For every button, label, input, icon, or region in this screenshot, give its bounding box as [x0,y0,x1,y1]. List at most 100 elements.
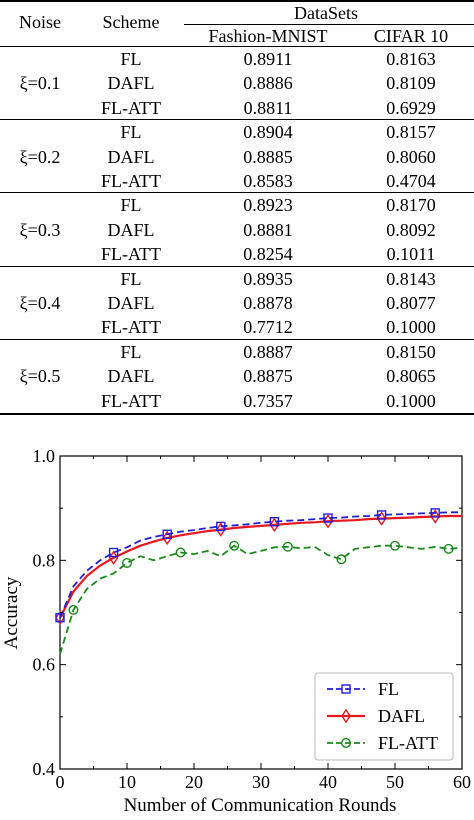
cell-fashion: 0.8923 [243,195,293,216]
group-rule [0,265,474,267]
cell-cifar: 0.8150 [386,341,436,362]
cell-fashion: 0.8911 [243,49,293,69]
cell-cifar: 0.8077 [386,293,436,313]
cell-scheme: DAFL [107,293,155,313]
point-fl [108,547,119,558]
point-dafl [376,511,387,526]
cell-fashion: 0.8583 [243,171,293,191]
x-tick-label: 20 [185,772,203,792]
cell-scheme: FL [120,341,142,362]
y-tick-label: 1.0 [33,446,56,466]
point-fl [323,513,333,523]
header-datasets: DataSets [294,3,358,23]
cell-scheme: DAFL [107,366,155,387]
legend-label: DAFL [378,706,425,726]
accuracy-figure: 0 10 20 30 40 50 60 0.4 0.6 0.8 1.0 Number of Comm… [0,440,474,816]
header-fashion-mnist: Fashion-MNIST [208,26,328,46]
point-fl-att [390,540,401,551]
results-table: Noise Scheme DataSets Fashion-MNIST CIFA… [0,0,474,415]
y-axis-label: Accuracy [1,576,22,649]
cell-cifar: 0.1011 [386,244,436,265]
series-fl-att [59,540,463,655]
point-fl [216,521,226,532]
cell-fashion: 0.8875 [243,366,293,387]
point-dafl [162,530,173,546]
x-tick-label: 60 [453,772,471,792]
cell-fashion: 0.8887 [243,341,293,362]
series-dafl [55,509,462,625]
cell-fashion: 0.7712 [243,317,293,338]
cell-cifar: 0.8157 [386,122,436,143]
point-fl-att [121,557,132,568]
point-dafl [215,522,226,537]
cell-fashion: 0.8878 [243,293,293,313]
cell-scheme: FL-ATT [101,244,161,265]
legend-box [314,672,454,761]
cell-scheme: FL-ATT [101,390,161,411]
accuracy-chart: 0 10 20 30 40 50 60 0.4 0.6 0.8 1.0 Number of Comm… [1,446,472,816]
cell-noise: ξ=0.1 [19,73,61,94]
group-rule [0,338,474,340]
header-cifar10: CIFAR 10 [373,26,449,46]
cell-scheme: FL [120,268,142,289]
cell-noise: ξ=0.4 [19,293,61,313]
group-rule [0,46,474,47]
cell-fashion: 0.8904 [243,122,293,143]
cell-cifar: 0.1000 [386,317,436,338]
y-tick-label: 0.4 [33,759,56,779]
cell-fashion: 0.8254 [243,244,293,265]
point-fl-att [282,541,293,552]
cell-scheme: FL [120,122,142,143]
header-scheme: Scheme [102,12,160,32]
cell-cifar: 0.8143 [386,268,436,289]
cell-cifar: 0.6929 [386,97,436,118]
cell-fashion: 0.8881 [243,219,293,240]
cell-scheme: FL [120,195,142,216]
series-fl [55,508,462,623]
point-fl [269,517,280,527]
point-dafl [269,517,280,533]
series-line-dafl [59,514,462,619]
x-tick-label: 30 [252,772,270,792]
cell-cifar: 0.8092 [386,219,436,240]
chart-legend: FL DAFL FL-ATT [314,672,454,761]
x-tick-label: 40 [319,772,337,792]
cell-cifar: 0.8170 [386,195,436,216]
cell-noise: ξ=0.3 [19,219,61,240]
series-layer [55,508,463,655]
ticks-layer: 0 10 20 30 40 50 60 0.4 0.6 0.8 1.0 [33,446,472,792]
datasets-underline [184,24,474,25]
cell-scheme: FL-ATT [101,317,161,338]
group-rule [0,119,474,121]
legend-label: FL-ATT [378,733,438,753]
series-line-fl [59,511,462,619]
point-fl-att [68,604,79,615]
cell-noise: ξ=0.5 [19,366,61,387]
cell-cifar: 0.8163 [386,49,436,69]
cell-scheme: DAFL [107,146,155,167]
cell-fashion: 0.8811 [243,97,293,118]
series-line-fl-att [59,544,463,655]
table-bottom-rule [0,413,474,415]
cell-scheme: DAFL [107,73,155,94]
y-tick-label: 0.6 [33,655,56,675]
point-dafl [323,513,333,529]
x-tick-label: 0 [56,772,65,792]
cell-cifar: 0.8065 [386,366,436,387]
point-fl-att [229,540,240,551]
table-top-rule [0,0,474,2]
x-tick-label: 50 [386,772,404,792]
point-dafl [108,550,119,565]
cell-scheme: FL [120,49,142,69]
header-noise: Noise [19,12,61,32]
cell-fashion: 0.8886 [243,73,293,94]
legend-marker [341,708,351,724]
point-fl [55,613,65,623]
cell-noise: ξ=0.2 [19,146,61,167]
cell-cifar: 0.8109 [386,73,436,94]
point-fl-att [175,547,186,558]
cell-cifar: 0.1000 [386,390,436,411]
legend-marker [341,684,351,694]
y-tick-label: 0.8 [33,550,56,570]
point-dafl [55,610,65,625]
